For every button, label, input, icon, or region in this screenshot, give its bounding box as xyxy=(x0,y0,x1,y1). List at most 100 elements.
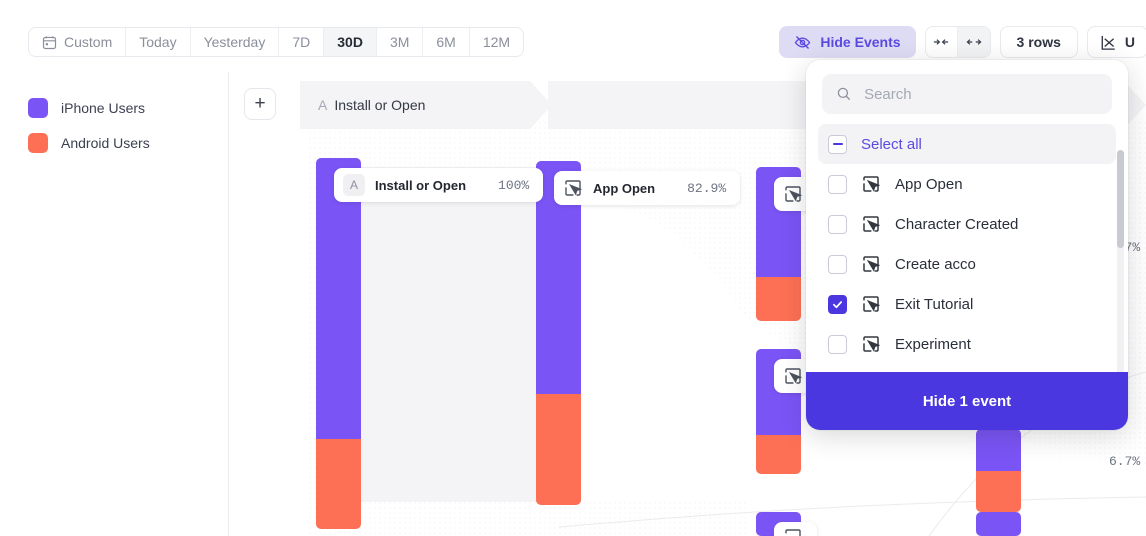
top-toolbar: Custom Today Yesterday 7D 30D 3M 6M 12M … xyxy=(0,0,1146,72)
minus-icon xyxy=(832,143,843,145)
event-cursor-icon xyxy=(785,368,803,384)
search-input[interactable] xyxy=(864,85,1098,103)
step-label-1: Install or Open xyxy=(334,97,426,113)
check-icon xyxy=(832,300,843,308)
collapse-arrows-icon xyxy=(933,39,949,45)
legend-swatch-iphone xyxy=(28,97,48,118)
event-label: App Open xyxy=(895,175,963,193)
step-card-label: Install or Open xyxy=(375,177,467,193)
event-cursor-icon xyxy=(863,216,881,232)
bar-segment-android xyxy=(536,394,581,505)
legend-item-iphone-users[interactable]: iPhone Users xyxy=(0,90,228,125)
line-chart-icon xyxy=(1101,35,1115,50)
dropdown-search-wrap xyxy=(806,60,1128,122)
bar-segment-iphone xyxy=(976,512,1021,536)
expand-width-button[interactable] xyxy=(957,27,990,57)
range-custom[interactable]: Custom xyxy=(29,28,127,56)
scrollbar-thumb[interactable] xyxy=(1117,150,1124,248)
badge-a-icon: A xyxy=(343,174,365,196)
event-item-app-open[interactable]: App Open xyxy=(818,164,1116,204)
range-12m-label: 12M xyxy=(482,34,511,50)
hide-events-label: Hide Events xyxy=(820,34,901,50)
event-label: Character Created xyxy=(895,215,1019,233)
step-card-install-or-open[interactable]: A Install or Open 100% xyxy=(334,168,544,202)
date-range-selector[interactable]: Custom Today Yesterday 7D 30D 3M 6M 12M xyxy=(28,27,525,57)
funnel-column-install-or-open[interactable]: A Install or Open 100% xyxy=(316,158,544,529)
funnel-column-row2-last[interactable] xyxy=(976,340,1021,505)
range-today[interactable]: Today xyxy=(126,28,191,56)
event-item-create-acco[interactable]: Create acco xyxy=(818,244,1116,284)
step-card-row3-a[interactable] xyxy=(774,522,817,536)
series-legend-panel: iPhone Users Android Users xyxy=(0,72,229,536)
event-checkbox[interactable] xyxy=(828,214,847,234)
funnel-column-exit-tutorial-row2[interactable]: E xyxy=(756,340,828,474)
chart-type-label: U xyxy=(1124,34,1135,50)
hide-events-confirm-label: Hide 1 event xyxy=(922,392,1012,410)
funnel-row-3 xyxy=(229,512,1146,536)
calendar-icon xyxy=(42,35,57,49)
event-cursor-icon xyxy=(863,176,881,192)
row2-clipped-percent: 6.7% xyxy=(1109,454,1141,469)
event-cursor-icon xyxy=(863,296,881,312)
event-item-exit-tutorial[interactable]: Exit Tutorial xyxy=(818,284,1116,324)
hide-events-dropdown: Select all App Open Character Crea xyxy=(806,60,1128,430)
event-label: Exit Tutorial xyxy=(895,295,974,313)
event-checkbox[interactable] xyxy=(828,254,847,274)
range-7d-label: 7D xyxy=(292,34,311,50)
chart-type-button[interactable]: U xyxy=(1086,26,1146,58)
step-card-app-open[interactable]: App Open 82.9% xyxy=(554,171,741,205)
step-segment-2[interactable] xyxy=(548,81,834,129)
step-card-percent: 82.9% xyxy=(687,180,727,196)
event-list-scrollbar[interactable] xyxy=(1117,150,1124,408)
legend-swatch-android xyxy=(28,132,48,153)
event-cursor-icon xyxy=(863,256,881,272)
search-field[interactable] xyxy=(822,74,1112,114)
funnel-column-exit-tutorial[interactable]: ES xyxy=(756,158,828,321)
collapse-width-button[interactable] xyxy=(925,27,958,57)
event-item-character-created[interactable]: Character Created xyxy=(818,204,1116,244)
stacked-bar[interactable] xyxy=(976,512,1021,536)
hide-events-confirm-button[interactable]: Hide 1 event xyxy=(806,372,1128,430)
legend-item-android-users[interactable]: Android Users xyxy=(0,125,228,160)
width-toggle-group xyxy=(924,26,991,58)
range-yesterday-label: Yesterday xyxy=(203,34,266,50)
range-6m-label: 6M xyxy=(436,34,456,50)
funnel-column-row3-b[interactable] xyxy=(976,512,1021,536)
event-checkbox[interactable] xyxy=(828,174,847,194)
funnel-row-1: A Install or Open 100% App Open xyxy=(229,158,1146,529)
event-cursor-icon xyxy=(785,529,801,536)
event-checkbox[interactable] xyxy=(828,334,847,354)
step-segment-1[interactable]: A Install or Open xyxy=(300,81,552,129)
range-3m[interactable]: 3M xyxy=(376,28,424,56)
range-30d[interactable]: 30D xyxy=(324,28,377,56)
event-label: Experiment xyxy=(895,335,971,353)
funnel-column-row3-a[interactable] xyxy=(756,512,817,536)
add-step-button[interactable]: + xyxy=(244,88,276,120)
range-12m[interactable]: 12M xyxy=(469,28,524,56)
range-yesterday[interactable]: Yesterday xyxy=(190,28,280,56)
stacked-bar[interactable] xyxy=(316,158,361,529)
bar-segment-android xyxy=(976,471,1021,505)
range-7d[interactable]: 7D xyxy=(279,28,325,56)
bar-segment-iphone xyxy=(976,435,1021,471)
legend-label-iphone: iPhone Users xyxy=(61,99,146,116)
step-card-percent: 100% xyxy=(498,177,530,193)
step-badge-a: A xyxy=(318,97,328,113)
event-cursor-icon xyxy=(863,336,881,352)
bar-segment-android xyxy=(756,277,801,321)
rows-count-label: 3 rows xyxy=(1016,34,1061,50)
event-cursor-icon xyxy=(565,180,583,196)
bar-segment-android xyxy=(756,435,801,474)
event-item-experiment[interactable]: Experiment xyxy=(818,324,1116,364)
select-all-row[interactable]: Select all xyxy=(818,124,1116,164)
funnel-column-app-open[interactable]: App Open 82.9% xyxy=(536,158,741,505)
select-all-checkbox[interactable] xyxy=(828,134,847,154)
hide-events-button[interactable]: Hide Events xyxy=(779,26,916,58)
event-checkbox[interactable] xyxy=(828,294,847,314)
stacked-bar[interactable] xyxy=(976,435,1021,505)
funnel-row-2: E 6.7% xyxy=(229,340,1146,520)
range-6m[interactable]: 6M xyxy=(423,28,470,56)
range-30d-label: 30D xyxy=(337,34,363,50)
rows-count-button[interactable]: 3 rows xyxy=(999,26,1078,58)
select-all-label: Select all xyxy=(861,135,922,153)
